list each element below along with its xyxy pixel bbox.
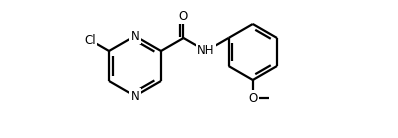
Text: NH: NH	[197, 44, 215, 58]
Text: N: N	[131, 30, 139, 43]
Text: N: N	[131, 90, 139, 103]
Text: O: O	[179, 10, 188, 22]
Text: O: O	[248, 91, 258, 104]
Text: Cl: Cl	[84, 34, 96, 47]
